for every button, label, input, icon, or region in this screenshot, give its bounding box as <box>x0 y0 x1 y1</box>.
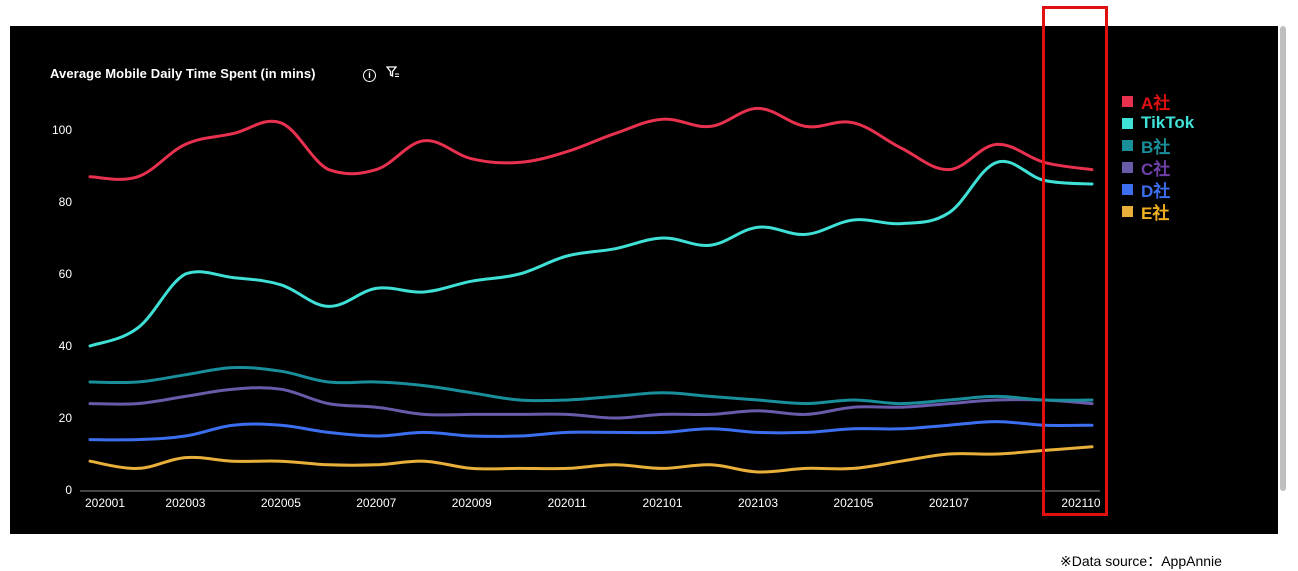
x-tick-label: 202007 <box>356 496 396 510</box>
legend-label: C社 <box>1141 159 1171 179</box>
legend-item: TikTok <box>1122 112 1194 134</box>
y-tick-label: 100 <box>52 123 72 137</box>
legend: A社 TikTok B社 C社 D社 E社 <box>1122 90 1194 223</box>
series-line-3 <box>88 386 1094 420</box>
legend-label: TikTok <box>1141 113 1195 132</box>
filter-icon[interactable] <box>386 66 400 81</box>
x-tick-label: 202001 <box>85 496 125 510</box>
y-axis: 0 20 40 60 80 100 <box>52 123 72 497</box>
legend-item: B社 <box>1122 134 1194 157</box>
chart-title: Average Mobile Daily Time Spent (in mins… <box>50 66 316 81</box>
legend-swatch <box>1122 117 1133 129</box>
y-tick-label: 40 <box>59 339 73 353</box>
legend-swatch <box>1122 139 1133 151</box>
y-tick-label: 20 <box>59 411 73 425</box>
legend-swatch <box>1122 183 1133 195</box>
series-line-0 <box>88 106 1094 181</box>
x-axis: 202001 202003 202005 202007 202009 202011 2021… <box>80 490 1101 510</box>
x-tick-label: 202103 <box>738 496 778 510</box>
x-tick-label: 202101 <box>643 496 683 510</box>
scrollbar[interactable] <box>1280 26 1286 491</box>
legend-item: A社 <box>1122 90 1194 113</box>
source-note: ※Data source：AppAnnie <box>1060 553 1222 569</box>
series-line-1 <box>88 159 1094 348</box>
x-tick-label: 202107 <box>929 496 969 510</box>
legend-item: C社 <box>1122 156 1194 179</box>
x-tick-label: 202009 <box>452 496 492 510</box>
y-tick-label: 60 <box>59 267 73 281</box>
legend-label: E社 <box>1141 203 1170 223</box>
legend-label: A社 <box>1141 93 1171 113</box>
x-tick-label: 202003 <box>165 496 205 510</box>
x-tick-label: 202011 <box>548 496 587 510</box>
chart-toolbar: i <box>363 66 406 82</box>
legend-item: D社 <box>1122 178 1194 201</box>
series-lines <box>88 106 1094 474</box>
legend-swatch <box>1122 205 1133 217</box>
x-tick-label: 202110 <box>1061 496 1100 510</box>
legend-swatch <box>1122 95 1133 107</box>
x-tick-label: 202105 <box>833 496 873 510</box>
legend-label: B社 <box>1141 137 1171 157</box>
legend-label: D社 <box>1141 181 1171 201</box>
info-icon[interactable]: i <box>363 69 376 82</box>
x-tick-label: 202005 <box>261 496 301 510</box>
y-tick-label: 0 <box>65 483 72 497</box>
legend-item: E社 <box>1122 200 1194 223</box>
highlight-box <box>1042 6 1108 516</box>
series-line-2 <box>88 365 1094 406</box>
y-tick-label: 80 <box>59 195 73 209</box>
legend-swatch <box>1122 161 1133 173</box>
series-line-4 <box>88 420 1094 442</box>
series-line-5 <box>88 445 1094 474</box>
